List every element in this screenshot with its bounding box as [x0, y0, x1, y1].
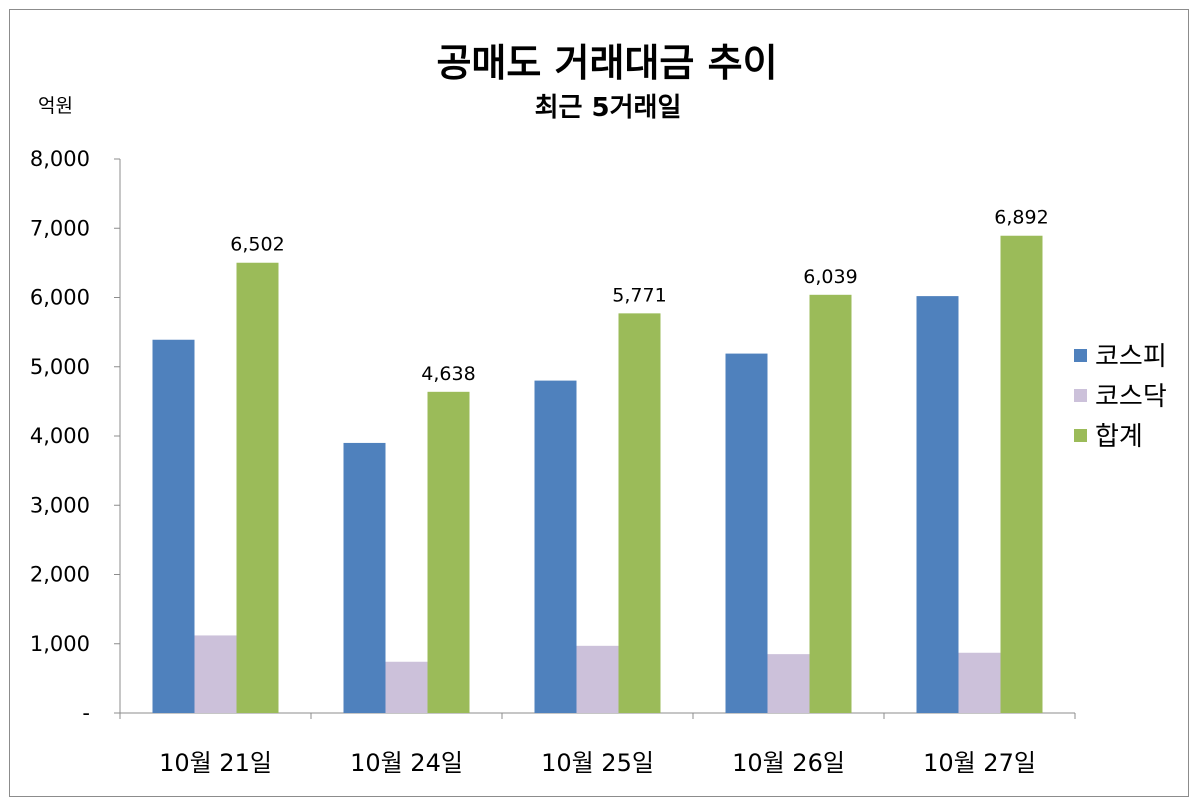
- bar-2-2: [618, 313, 661, 713]
- legend-label: 합계: [1095, 422, 1143, 452]
- legend-label: 코스닥: [1095, 382, 1167, 412]
- bar-1-1: [385, 661, 428, 713]
- legend-swatch: [1074, 389, 1087, 402]
- x-tick-label: 10월 21일: [159, 749, 272, 777]
- x-tick-label: 10월 25일: [541, 749, 654, 777]
- data-label: 4,638: [421, 363, 475, 385]
- bar-0-0: [152, 339, 195, 713]
- x-tick-label: 10월 27일: [923, 749, 1036, 777]
- chart-title: 공매도 거래대금 추이: [436, 41, 777, 85]
- y-tick-label: 6,000: [30, 286, 90, 310]
- bar-1-2: [576, 645, 619, 713]
- y-tick-label: -: [82, 701, 90, 725]
- data-label: 6,039: [803, 266, 857, 288]
- legend-swatch: [1074, 349, 1087, 362]
- bar-1-3: [767, 654, 810, 713]
- bar-0-1: [343, 442, 386, 713]
- y-tick-label: 1,000: [30, 632, 90, 656]
- chart-subtitle: 최근 5거래일: [535, 93, 682, 123]
- bar-chart: 공매도 거래대금 추이 최근 5거래일 억원 - 1,000 2,000 3,000 4…: [30, 41, 1167, 777]
- y-tick-label: 8,000: [30, 147, 90, 171]
- y-tick-label: 3,000: [30, 493, 90, 517]
- bar-2-3: [809, 294, 852, 713]
- y-tick-label: 7,000: [30, 216, 90, 240]
- bar-1-0: [194, 635, 237, 713]
- y-axis-unit-label: 억원: [38, 95, 73, 117]
- x-tick-label: 10월 26일: [732, 749, 845, 777]
- chart-frame: 공매도 거래대금 추이 최근 5거래일 억원 - 1,000 2,000 3,000 4…: [9, 9, 1189, 797]
- bar-0-4: [916, 296, 959, 713]
- data-label: 6,502: [230, 234, 284, 256]
- bar-1-4: [958, 652, 1001, 713]
- bar-2-0: [236, 262, 279, 713]
- bar-0-2: [534, 380, 577, 713]
- data-label: 6,892: [994, 207, 1048, 229]
- x-tick-label: 10월 24일: [350, 749, 463, 777]
- bar-2-4: [1000, 235, 1043, 713]
- y-tick-label: 2,000: [30, 563, 90, 587]
- legend-label: 코스피: [1095, 342, 1167, 372]
- y-tick-label: 4,000: [30, 424, 90, 448]
- plot-area: - 1,000 2,000 3,000 4,000 5,000 6,000 7,000 8,00…: [30, 147, 1076, 777]
- bar-2-1: [427, 391, 470, 713]
- data-label: 5,771: [612, 284, 666, 306]
- bar-0-3: [725, 353, 768, 713]
- y-tick-label: 5,000: [30, 355, 90, 379]
- legend-swatch: [1074, 429, 1087, 442]
